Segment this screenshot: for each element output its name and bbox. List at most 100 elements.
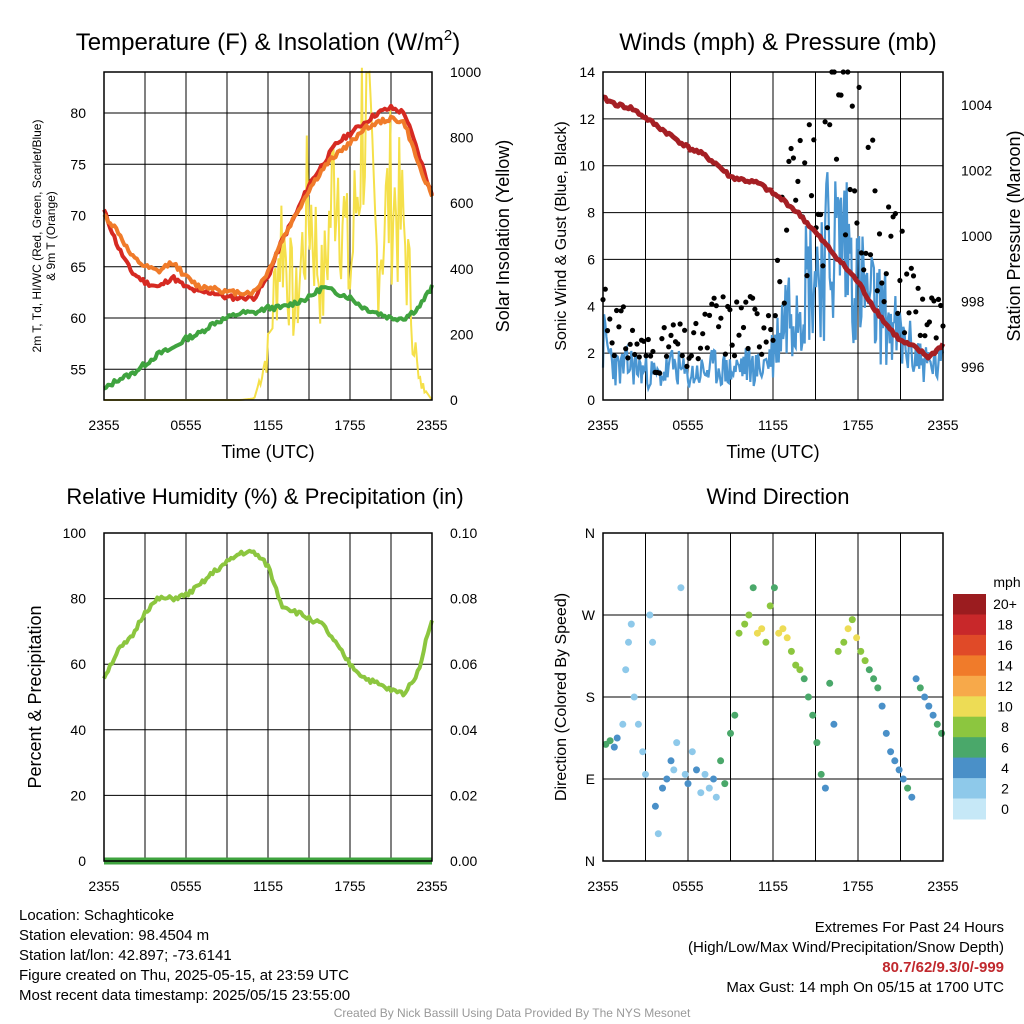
gust-point bbox=[888, 233, 894, 239]
direction-point bbox=[853, 634, 861, 642]
y-axis-label: Percent & Precipitation bbox=[25, 605, 45, 788]
colorbar-swatch bbox=[953, 675, 986, 697]
y2-tick-label: 998 bbox=[961, 294, 985, 310]
x-tick-label: 1155 bbox=[758, 417, 788, 433]
gust-point bbox=[634, 341, 640, 347]
y2-tick-label: 0 bbox=[450, 392, 458, 408]
y-tick-label: 55 bbox=[70, 361, 86, 377]
direction-point bbox=[727, 729, 734, 737]
direction-point bbox=[639, 748, 647, 756]
chart-title: Winds (mph) & Pressure (mb) bbox=[619, 29, 936, 56]
direction-point bbox=[783, 634, 791, 642]
direction-point bbox=[912, 675, 920, 683]
gust-point bbox=[901, 330, 908, 336]
direction-point bbox=[933, 720, 941, 728]
direction-point bbox=[721, 780, 729, 788]
wind-direction-chart: Wind Direction 2355 0555 1155 1755 2355 N E S W N D… bbox=[553, 484, 1021, 894]
gust-point bbox=[854, 220, 860, 226]
y2-tick-label: 800 bbox=[450, 130, 474, 146]
gust-point bbox=[740, 324, 747, 331]
direction-point bbox=[634, 720, 642, 728]
direction-point bbox=[844, 625, 852, 633]
pressure-line bbox=[602, 94, 946, 361]
direction-point bbox=[874, 684, 882, 692]
station-elevation: Station elevation: 98.4504 m bbox=[19, 927, 210, 944]
direction-point bbox=[787, 647, 795, 655]
direction-point bbox=[792, 661, 800, 669]
gust-point bbox=[847, 186, 853, 193]
gust-point bbox=[670, 322, 676, 328]
gust-point bbox=[614, 307, 620, 314]
station-location: Location: Schaghticoke bbox=[19, 907, 175, 924]
humidity-chart: Relative Humidity (%) & Precipitation (i… bbox=[25, 484, 477, 894]
x-tick-label: 2355 bbox=[416, 417, 447, 433]
gust-point bbox=[879, 280, 885, 286]
gust-point bbox=[872, 188, 878, 194]
direction-point bbox=[899, 775, 907, 783]
gust-point bbox=[913, 309, 919, 315]
direction-point bbox=[891, 757, 899, 765]
gust-point bbox=[867, 252, 874, 258]
direction-point bbox=[821, 784, 829, 792]
gust-point bbox=[641, 338, 647, 344]
max-gust: Max Gust: 14 mph On 05/15 at 1700 UTC bbox=[726, 979, 1004, 996]
y-axis-label: Direction (Colored By Speed) bbox=[553, 593, 570, 801]
gust-point bbox=[611, 353, 617, 359]
colorbar-title: mph bbox=[993, 574, 1020, 590]
gust-point bbox=[883, 271, 889, 277]
chart-title: Wind Direction bbox=[706, 484, 849, 509]
gust-point bbox=[899, 228, 905, 234]
gust-point bbox=[856, 84, 862, 90]
gust-point bbox=[691, 330, 697, 336]
gust-point bbox=[926, 319, 933, 325]
direction-point bbox=[921, 693, 929, 701]
gust-point bbox=[604, 328, 611, 334]
gust-point bbox=[750, 295, 756, 301]
plot-border bbox=[602, 532, 944, 862]
extremes-title: Extremes For Past 24 Hours bbox=[814, 919, 1004, 936]
direction-point bbox=[735, 629, 743, 637]
colorbar-swatch bbox=[953, 696, 986, 718]
y-tick-label: 2 bbox=[587, 345, 595, 361]
gust-point bbox=[625, 355, 631, 361]
colorbar-label: 20+ bbox=[993, 596, 1017, 612]
gust-point bbox=[935, 296, 942, 302]
extremes-values: 80.7/62/9.3/0/-999 bbox=[882, 959, 1004, 976]
direction-point bbox=[916, 684, 924, 692]
gust-point bbox=[663, 353, 670, 359]
y-tick-label: S bbox=[586, 689, 595, 705]
gust-point bbox=[827, 122, 833, 128]
direction-point bbox=[870, 675, 878, 683]
direction-point bbox=[749, 584, 757, 592]
direction-point bbox=[610, 743, 618, 751]
gust-point bbox=[713, 303, 719, 309]
colorbar-label: 10 bbox=[997, 699, 1013, 715]
direction-point bbox=[753, 629, 761, 637]
gust-point bbox=[729, 342, 735, 348]
gust-point bbox=[806, 122, 812, 128]
gust-point bbox=[620, 304, 627, 310]
gust-point bbox=[727, 307, 733, 313]
y-tick-label: 70 bbox=[70, 208, 86, 224]
gust-point bbox=[784, 227, 790, 233]
direction-point bbox=[878, 702, 886, 710]
direction-point bbox=[697, 789, 705, 797]
direction-point bbox=[745, 611, 753, 619]
chart-title: Temperature (F) & Insolation (W/m2) bbox=[76, 27, 460, 56]
gust-point bbox=[666, 344, 672, 350]
gust-point bbox=[933, 335, 939, 341]
gust-point bbox=[938, 302, 944, 309]
colorbar-label: 8 bbox=[1001, 719, 1009, 735]
gust-point bbox=[623, 346, 629, 352]
colorbar-label: 12 bbox=[997, 678, 1013, 694]
y-tick-label: N bbox=[585, 853, 595, 869]
gust-point bbox=[645, 336, 651, 343]
y-tick-label: N bbox=[585, 525, 595, 541]
gust-point bbox=[858, 250, 865, 256]
direction-point bbox=[908, 793, 916, 801]
gust-point bbox=[892, 211, 899, 217]
gust-point bbox=[865, 144, 871, 150]
gust-point bbox=[802, 160, 808, 166]
x-tick-label: 2355 bbox=[88, 878, 119, 894]
